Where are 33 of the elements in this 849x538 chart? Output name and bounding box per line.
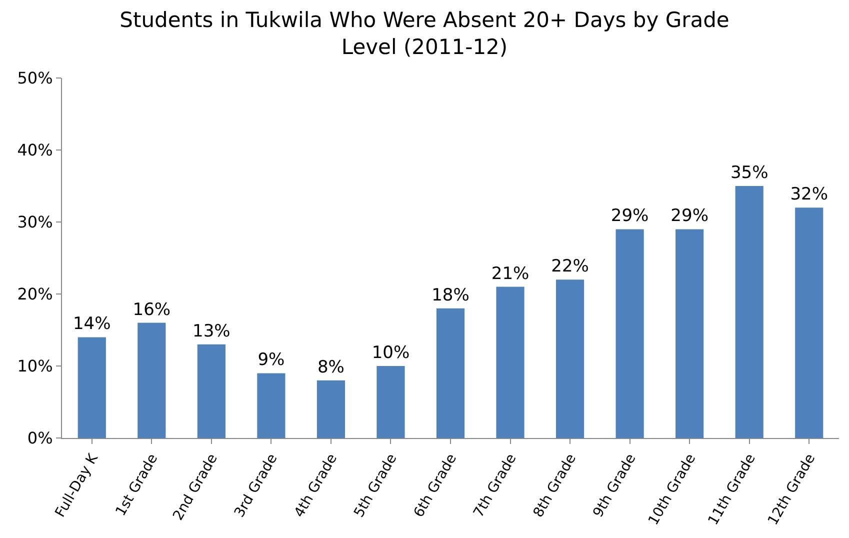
bar <box>376 366 405 438</box>
bar <box>197 344 226 438</box>
data-label: 35% <box>730 163 768 183</box>
bar <box>795 208 824 438</box>
bar <box>735 186 764 438</box>
data-label: 10% <box>372 343 410 363</box>
y-tick-label: 30% <box>17 212 53 232</box>
chart-title: Students in Tukwila Who Were Absent 20+ Days by Grade Level (2011-12) <box>120 8 730 60</box>
bar <box>496 286 524 438</box>
y-tick-label: 20% <box>17 284 53 304</box>
data-label: 8% <box>317 357 344 378</box>
data-label: 29% <box>670 206 708 226</box>
data-label: 16% <box>132 300 171 320</box>
data-label: 9% <box>258 350 285 370</box>
data-label: 32% <box>790 184 828 205</box>
y-tick-label: 10% <box>17 356 53 376</box>
bar <box>556 280 584 438</box>
data-label: 18% <box>432 285 470 306</box>
y-tick-label: 50% <box>17 68 53 88</box>
data-label: 22% <box>551 256 589 277</box>
bar <box>138 322 166 438</box>
y-tick-label: 40% <box>17 140 53 160</box>
bar <box>616 229 644 438</box>
data-label: 21% <box>491 264 530 284</box>
data-label: 13% <box>192 321 230 342</box>
data-label: 14% <box>72 314 111 334</box>
bar <box>436 308 465 438</box>
bar <box>316 380 346 438</box>
bar <box>257 373 286 438</box>
bar <box>78 337 106 438</box>
data-label: 29% <box>610 206 649 226</box>
bar <box>676 229 704 438</box>
y-tick-label: 0% <box>27 428 53 448</box>
